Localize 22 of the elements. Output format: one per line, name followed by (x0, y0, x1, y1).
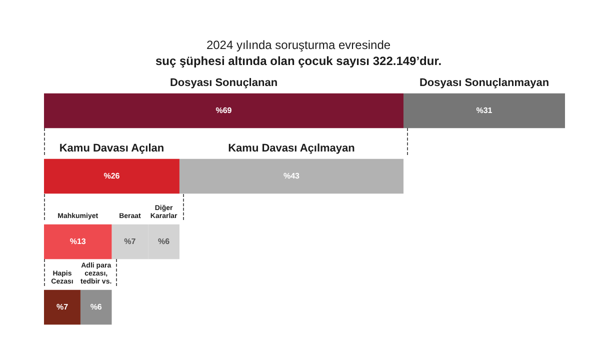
bar (403, 93, 565, 128)
data-label: %69 (216, 106, 232, 115)
annotation: Kamu Davası Açılmayan (228, 142, 356, 154)
data-label: %13 (70, 236, 86, 246)
chart-subtitle: suç şüphesi altında olan çocuk sayısı 322.149’dur. (154, 54, 443, 68)
bar (44, 224, 112, 260)
annotation: Dosyası Sonuçlanan (170, 76, 278, 89)
bar (80, 290, 112, 325)
chart-title: 2024 yılında soruşturma evresinde (205, 38, 392, 52)
data-label: %6 (158, 236, 170, 246)
data-label: %43 (283, 171, 300, 180)
data-label: %7 (124, 236, 136, 246)
bar (179, 158, 404, 194)
bar (44, 290, 80, 325)
data-label: %26 (104, 171, 120, 180)
data-label: %7 (56, 302, 69, 312)
annotation: Dosyası Sonuçlanmayan (419, 76, 550, 89)
annotation: Kamu Davası Açılan (59, 142, 164, 154)
bar (44, 93, 404, 128)
data-label: %6 (90, 302, 102, 312)
bar (44, 158, 180, 194)
data-label: %31 (476, 106, 493, 115)
